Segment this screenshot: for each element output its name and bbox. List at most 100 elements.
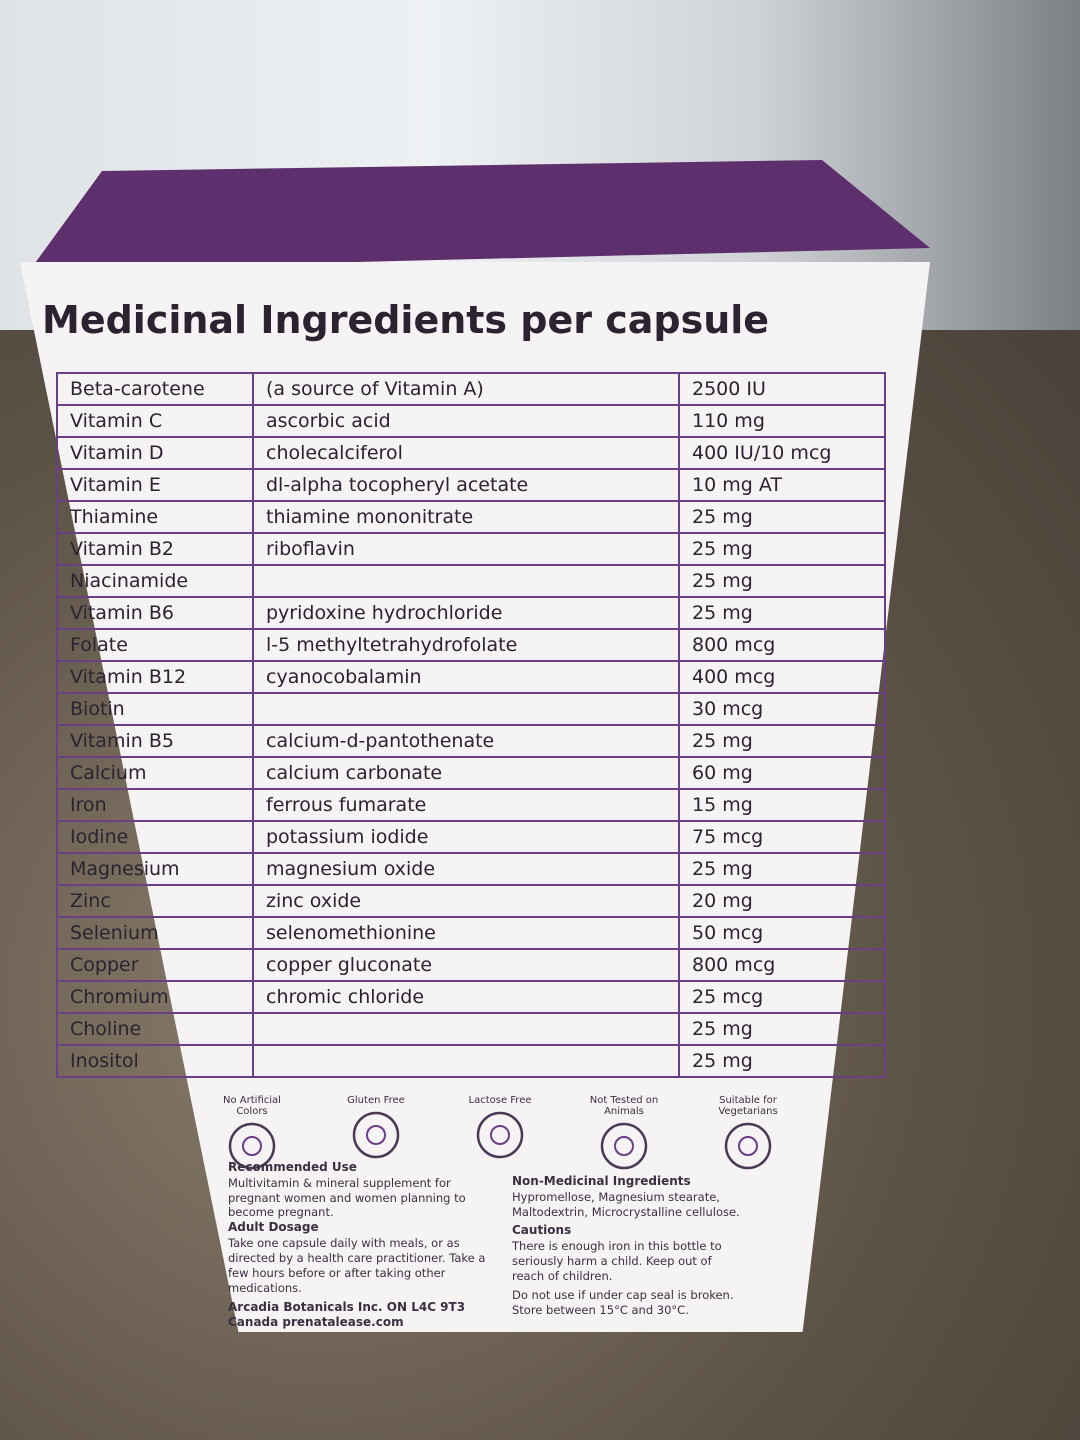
ingredient-amount: 75 mcg [678, 820, 886, 854]
ingredient-source: magnesium oxide [252, 852, 680, 886]
ingredient-amount: 10 mg AT [678, 468, 886, 502]
badge: Not Tested on Animals [582, 1095, 666, 1171]
badge-icon [724, 1122, 772, 1170]
ingredient-amount: 25 mg [678, 1012, 886, 1046]
table-row: Folate l-5 methyltetrahydrofolate 800 mcg [56, 628, 886, 662]
table-row: Vitamin B2 riboflavin 25 mg [56, 532, 886, 566]
ingredient-source: riboflavin [252, 532, 680, 566]
ingredient-source: ascorbic acid [252, 404, 680, 438]
paragraph: Multivitamin & mineral supplement for pr… [228, 1175, 466, 1220]
ingredient-name: Inositol [56, 1044, 254, 1078]
ingredient-amount: 400 mcg [678, 660, 886, 694]
ingredient-amount: 25 mg [678, 596, 886, 630]
table-row: Thiamine thiamine mononitrate 25 mg [56, 500, 886, 534]
ingredient-source: zinc oxide [252, 884, 680, 918]
ingredient-amount: 25 mg [678, 724, 886, 758]
badge: Suitable for Vegetarians [706, 1095, 790, 1171]
ingredient-name: Magnesium [56, 852, 254, 886]
table-row: Chromium chromic chloride 25 mcg [56, 980, 886, 1014]
ingredient-source: thiamine mononitrate [252, 500, 680, 534]
table-row: Biotin 30 mcg [56, 692, 886, 726]
ingredient-source [252, 564, 680, 598]
table-row: Inositol 25 mg [56, 1044, 886, 1078]
ingredient-source: copper gluconate [252, 948, 680, 982]
ingredient-name: Copper [56, 948, 254, 982]
badge-label: Gluten Free [347, 1095, 405, 1106]
table-row: Vitamin B6 pyridoxine hydrochloride 25 mg [56, 596, 886, 630]
ingredient-amount: 25 mg [678, 852, 886, 886]
ingredient-source: selenomethionine [252, 916, 680, 950]
left-text: Recommended Use Multivitamin & mineral s… [228, 1160, 488, 1331]
ingredient-source [252, 1012, 680, 1046]
ingredient-name: Choline [56, 1012, 254, 1046]
badge-label: No Artificial Colors [223, 1095, 281, 1117]
ingredient-name: Zinc [56, 884, 254, 918]
heading: Adult Dosage [228, 1220, 319, 1235]
company: Arcadia Botanicals Inc. ON L4C 9T3 Canad… [228, 1299, 466, 1330]
ingredient-source: calcium carbonate [252, 756, 680, 790]
ingredient-name: Iron [56, 788, 254, 822]
ingredient-source [252, 1044, 680, 1078]
badge: No Artificial Colors [210, 1095, 294, 1171]
heading: Cautions [512, 1223, 572, 1238]
ingredient-name: Vitamin B6 [56, 596, 254, 630]
ingredient-name: Vitamin B2 [56, 532, 254, 566]
table-row: Beta-carotene (a source of Vitamin A) 2500… [56, 372, 886, 406]
ingredients-table: Beta-carotene (a source of Vitamin A) 2500… [56, 372, 886, 1078]
paragraph: Take one capsule daily with meals, or as… [228, 1236, 486, 1295]
ingredient-amount: 20 mg [678, 884, 886, 918]
table-row: Choline 25 mg [56, 1012, 886, 1046]
ingredient-amount: 25 mg [678, 1044, 886, 1078]
ingredient-amount: 2500 IU [678, 372, 886, 406]
table-row: Copper copper gluconate 800 mcg [56, 948, 886, 982]
title: Medicinal Ingredients per capsule [42, 298, 770, 342]
right-text: Non-Medicinal Ingredients Hypromellose, … [512, 1174, 747, 1318]
ingredient-amount: 25 mg [678, 564, 886, 598]
ingredient-name: Niacinamide [56, 564, 254, 598]
ingredient-source [252, 692, 680, 726]
ingredient-amount: 400 IU/10 mcg [678, 436, 886, 470]
ingredient-source: (a source of Vitamin A) [252, 372, 680, 406]
ingredient-amount: 30 mcg [678, 692, 886, 726]
table-row: Selenium selenomethionine 50 mcg [56, 916, 886, 950]
table-row: Niacinamide 25 mg [56, 564, 886, 598]
badge: Lactose Free [458, 1095, 542, 1171]
ingredient-source: ferrous fumarate [252, 788, 680, 822]
ingredient-amount: 110 mg [678, 404, 886, 438]
table-row: Magnesium magnesium oxide 25 mg [56, 852, 886, 886]
ingredient-source: cholecalciferol [252, 436, 680, 470]
ingredient-name: Vitamin C [56, 404, 254, 438]
ingredient-name: Calcium [56, 756, 254, 790]
badge-label: Suitable for Vegetarians [718, 1095, 778, 1117]
ingredient-name: Thiamine [56, 500, 254, 534]
table-row: Iodine potassium iodide 75 mcg [56, 820, 886, 854]
ingredient-amount: 60 mg [678, 756, 886, 790]
table-row: Zinc zinc oxide 20 mg [56, 884, 886, 918]
ingredient-name: Vitamin D [56, 436, 254, 470]
badge-icon [600, 1122, 648, 1170]
table-row: Iron ferrous fumarate 15 mg [56, 788, 886, 822]
table-row: Vitamin B5 calcium-d-pantothenate 25 mg [56, 724, 886, 758]
ingredient-source: l-5 methyltetrahydrofolate [252, 628, 680, 662]
ingredient-name: Biotin [56, 692, 254, 726]
ingredient-name: Vitamin B5 [56, 724, 254, 758]
ingredient-name: Chromium [56, 980, 254, 1014]
ingredient-source: calcium-d-pantothenate [252, 724, 680, 758]
paragraph: There is enough iron in this bottle to s… [512, 1239, 722, 1283]
badge: Gluten Free [334, 1095, 418, 1171]
ingredient-amount: 800 mcg [678, 628, 886, 662]
badge-label: Lactose Free [468, 1095, 532, 1106]
table-row: Calcium calcium carbonate 60 mg [56, 756, 886, 790]
ingredient-amount: 25 mg [678, 532, 886, 566]
ingredient-amount: 800 mcg [678, 948, 886, 982]
ingredient-source: dl-alpha tocopheryl acetate [252, 468, 680, 502]
table-row: Vitamin B12 cyanocobalamin 400 mcg [56, 660, 886, 694]
ingredient-name: Iodine [56, 820, 254, 854]
ingredient-amount: 25 mcg [678, 980, 886, 1014]
paragraph: Hypromellose, Magnesium stearate, Maltod… [512, 1189, 740, 1219]
ingredient-name: Vitamin E [56, 468, 254, 502]
badge-label: Not Tested on Animals [589, 1095, 659, 1117]
